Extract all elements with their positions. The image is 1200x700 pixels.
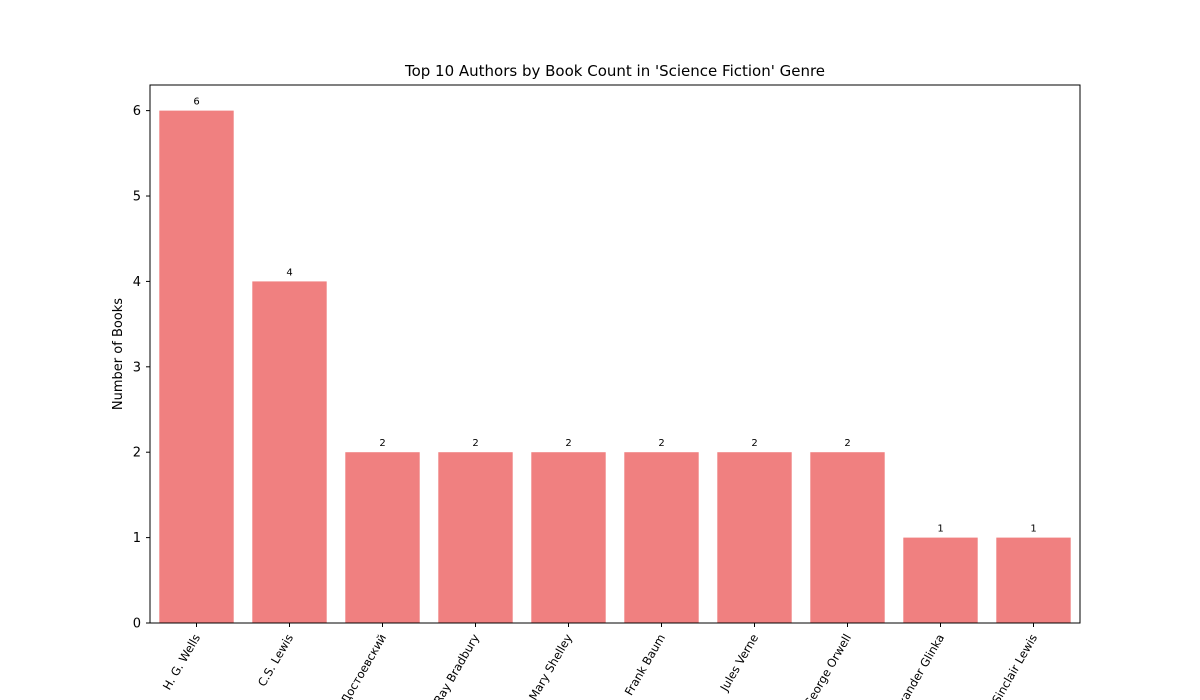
y-tick-label: 3 (133, 360, 141, 375)
x-tick-label: Jules Verne (717, 632, 761, 695)
x-tick-label: Ray Bradbury (431, 631, 482, 700)
bar-ray-bradbury (438, 452, 513, 623)
x-tick-label: Sinclair Lewis (989, 632, 1040, 700)
x-tick-label: L. Frank Baum (615, 632, 668, 700)
bar-sinclair-lewis (996, 537, 1071, 623)
bar-jules-verne (717, 452, 792, 623)
x-axis-ticks: H. G. Wells C.S. Lewis Достоевский Ray Brad… (160, 623, 1040, 700)
value-label-alexander-glinka: 1 (937, 524, 943, 535)
y-axis-label: Number of Books (111, 298, 126, 410)
x-tick-label: H. G. Wells (160, 631, 203, 692)
y-tick-label: 1 (133, 531, 141, 546)
x-tick-label: Достоевский (338, 632, 389, 700)
bar-l-frank-baum (624, 452, 699, 623)
value-label-достоевский: 2 (379, 438, 385, 449)
value-label-mary-shelley: 2 (565, 438, 571, 449)
value-label-l-frank-baum: 2 (658, 438, 664, 449)
y-tick-label: 4 (133, 275, 141, 290)
value-label-jules-verne: 2 (751, 438, 757, 449)
bar-george-orwell (810, 452, 885, 623)
bar-достоевский (345, 452, 420, 623)
y-tick-label: 2 (133, 446, 141, 461)
y-tick-label: 6 (133, 104, 141, 119)
x-tick-label: Mary Shelley (526, 631, 575, 700)
bar-mary-shelley (531, 452, 606, 623)
value-label-c-s-lewis: 4 (286, 267, 292, 278)
value-labels-group: 6 4 2 2 2 2 2 2 1 1 (193, 97, 1036, 535)
value-label-sinclair-lewis: 1 (1030, 524, 1036, 535)
bar-c-s-lewis (252, 281, 327, 623)
x-tick-label: C.S. Lewis (255, 631, 296, 688)
value-label-h-g-wells: 6 (193, 97, 199, 108)
bar-h-g-wells (159, 110, 234, 624)
plot-area-frame (149, 84, 1081, 624)
bar-alexander-glinka (903, 537, 978, 623)
y-tick-label: 0 (133, 617, 141, 632)
y-tick-label: 5 (133, 190, 141, 205)
value-label-george-orwell: 2 (844, 438, 850, 449)
x-tick-label: George Orwell (801, 632, 854, 700)
value-label-ray-bradbury: 2 (472, 438, 478, 449)
chart-title: Top 10 Authors by Book Count in 'Science… (404, 62, 825, 80)
x-tick-label: Alexander Glinka (886, 632, 947, 700)
y-axis-ticks: 0 1 2 3 4 5 6 (133, 104, 150, 632)
bars-group (159, 110, 1071, 624)
